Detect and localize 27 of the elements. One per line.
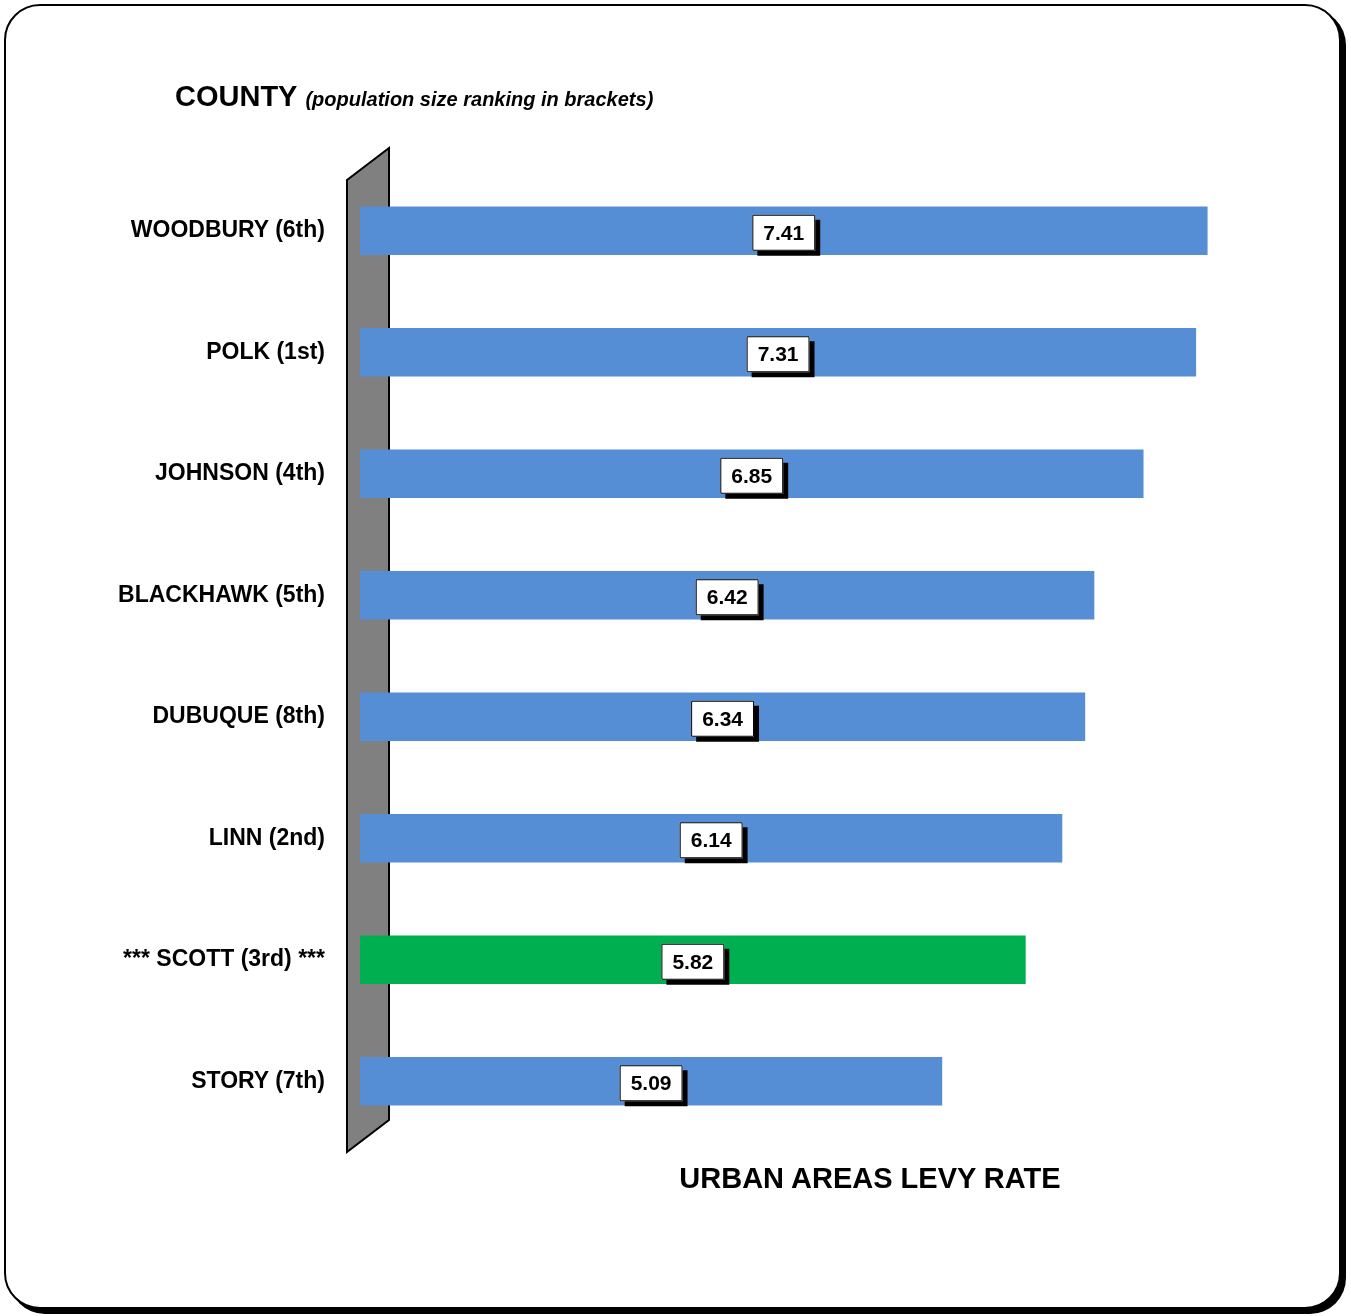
bar [360,206,1208,256]
y-tick-label: LINN (2nd) [208,823,325,850]
y-tick-label: DUBUQUE (8th) [152,702,325,729]
data-label: 6.42 [706,585,748,609]
y-tick-label: WOODBURY (6th) [130,216,325,243]
data-label: 7.31 [757,342,799,366]
bar [360,813,1063,863]
bar [360,935,1026,985]
data-label: 7.41 [763,220,805,244]
bar [360,570,1095,620]
x-axis-title: URBAN AREAS LEVY RATE [678,1162,1062,1194]
data-label: 5.09 [630,1071,672,1095]
y-tick-label: STORY (7th) [191,1066,325,1093]
data-label: 6.34 [702,706,744,730]
bar [360,449,1144,499]
y-tick-label: *** SCOTT (3rd) *** [123,945,326,972]
y-tick-label: POLK (1st) [206,337,325,364]
chart-subtitle: (population size ranking in brackets) [305,88,654,110]
bar [360,692,1086,742]
y-tick-label: BLACKHAWK (5th) [118,580,325,607]
chart-title: COUNTY [175,80,298,112]
bar [360,327,1197,377]
data-label: 5.82 [672,949,714,973]
data-label: 6.14 [690,828,732,852]
bar [360,1056,943,1106]
data-label: 6.85 [731,463,773,487]
y-tick-label: JOHNSON (4th) [155,459,325,486]
